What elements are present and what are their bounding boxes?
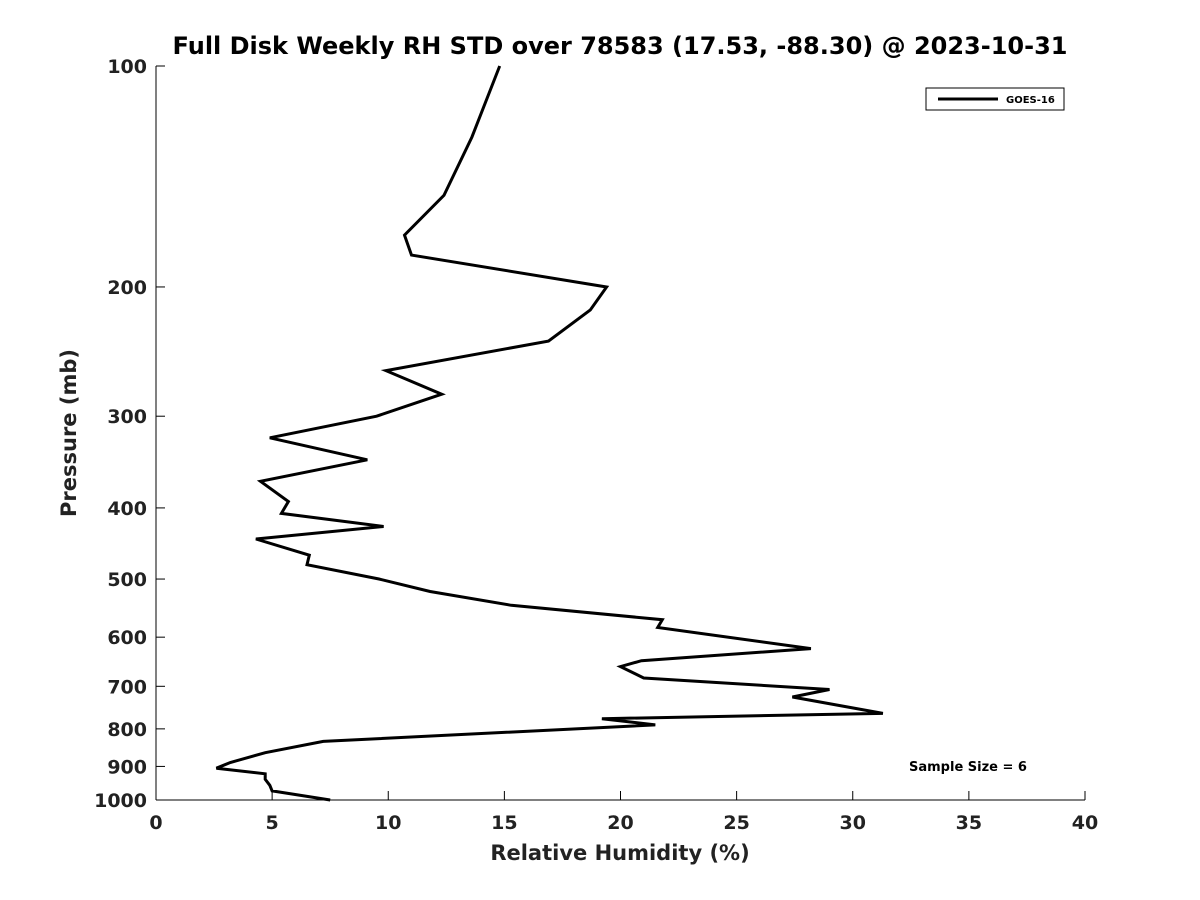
y-tick-label: 300 <box>107 406 147 428</box>
y-tick-label: 700 <box>107 676 147 698</box>
series-layer <box>215 65 884 802</box>
chart-title: Full Disk Weekly RH STD over 78583 (17.5… <box>173 32 1068 60</box>
y-tick-label: 800 <box>107 719 147 741</box>
x-tick-label: 25 <box>723 812 749 834</box>
x-tick-label: 15 <box>491 812 517 834</box>
y-tick-label: 100 <box>107 56 147 78</box>
x-tick-label: 10 <box>375 812 401 834</box>
series-line-goes-16 <box>215 65 884 802</box>
x-tick-label: 5 <box>266 812 279 834</box>
x-tick-label: 30 <box>840 812 866 834</box>
y-axis-label: Pressure (mb) <box>57 349 81 517</box>
x-axis-label: Relative Humidity (%) <box>490 841 749 865</box>
x-tick-label: 40 <box>1072 812 1098 834</box>
x-tick-label: 35 <box>956 812 982 834</box>
y-axis-ticks: 100 200 300 400 500 600 700 800 900 1000 <box>94 56 165 812</box>
x-tick-label: 20 <box>607 812 633 834</box>
y-tick-label: 600 <box>107 627 147 649</box>
legend-label: GOES-16 <box>1006 95 1055 106</box>
y-tick-label: 500 <box>107 569 147 591</box>
y-tick-label: 1000 <box>94 790 147 812</box>
y-tick-label: 400 <box>107 498 147 520</box>
x-tick-label: 0 <box>149 812 162 834</box>
sample-size-annotation: Sample Size = 6 <box>909 760 1027 775</box>
x-axis-ticks: 0 5 10 15 20 25 30 35 40 <box>149 791 1098 834</box>
y-tick-label: 900 <box>107 756 147 778</box>
y-tick-label: 200 <box>107 277 147 299</box>
legend: GOES-16 <box>925 87 1065 111</box>
